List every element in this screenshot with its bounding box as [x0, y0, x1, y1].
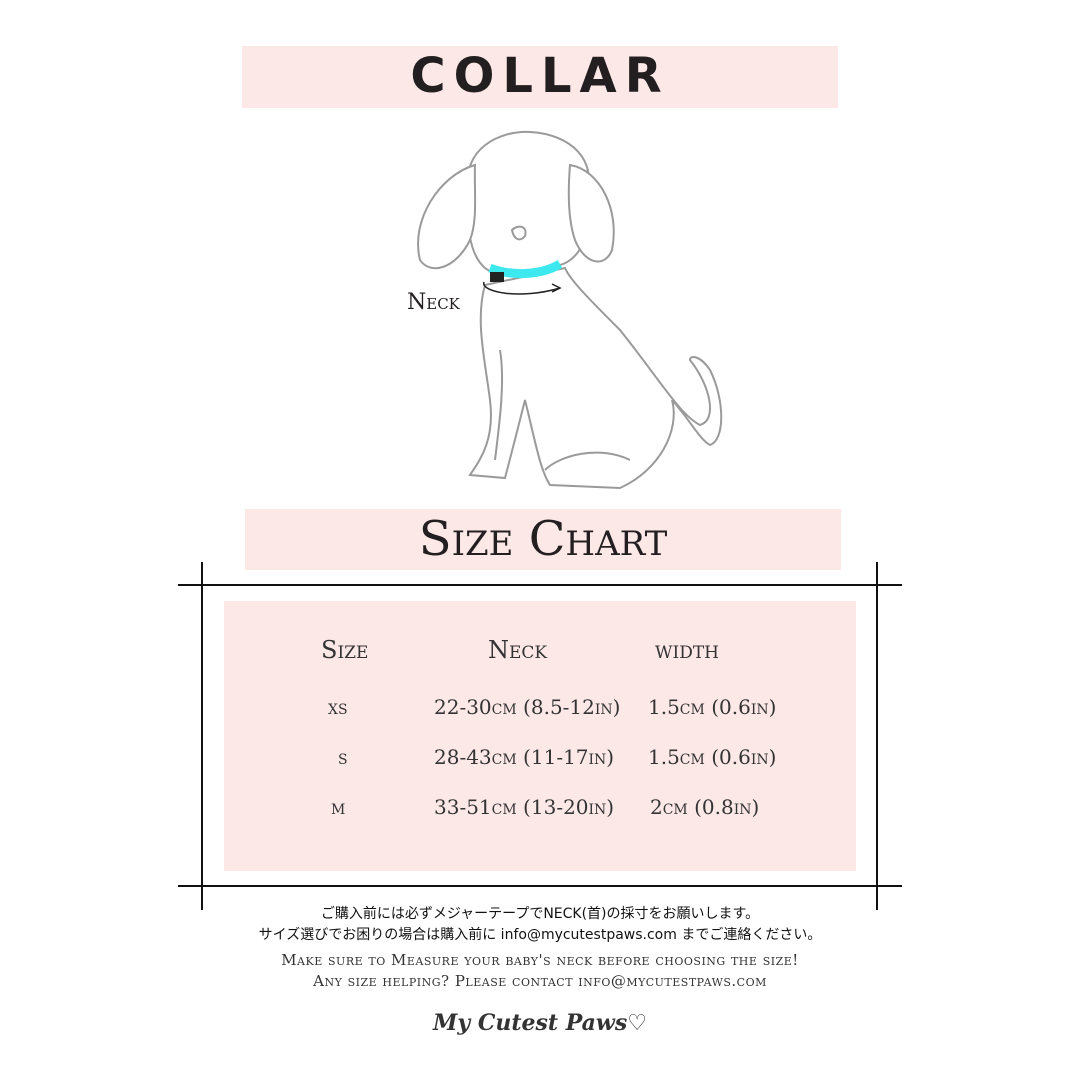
- page-title: COLLAR: [410, 48, 670, 104]
- row-s-size: s: [338, 745, 348, 769]
- frame-right-line: [876, 562, 878, 910]
- row-s-width: 1.5cm (0.6in): [648, 745, 777, 769]
- jp-note-1: ご購入前には必ずメジャーテープでNECK(首)の採寸をお願いします。: [320, 906, 760, 922]
- row-xs-neck: 22-30cm (8.5-12in): [434, 695, 621, 719]
- dog-illustration: [417, 130, 723, 490]
- en-note-2: Any size helping? Please contact info@my…: [313, 972, 767, 990]
- row-m-size: m: [331, 795, 346, 819]
- title-band: [242, 46, 838, 108]
- en-note-1: Make sure to Measure your baby's neck be…: [281, 951, 799, 969]
- row-xs-size: xs: [328, 695, 348, 719]
- row-m-neck: 33-51cm (13-20in): [434, 795, 615, 819]
- row-m-width: 2cm (0.8in): [650, 795, 760, 819]
- row-s-neck: 28-43cm (11-17in): [434, 745, 615, 769]
- brand-logo: My Cutest Paws♡: [433, 1010, 647, 1036]
- size-table: [224, 601, 856, 871]
- row-xs-width: 1.5cm (0.6in): [648, 695, 777, 719]
- size-chart-band: [245, 509, 841, 570]
- header-neck: Neck: [488, 636, 548, 664]
- size-chart-title: Size Chart: [418, 511, 668, 567]
- jp-note-2: サイズ選びでお困りの場合は購入前に info@mycutestpaws.com …: [258, 927, 822, 943]
- frame-bottom-line: [178, 885, 902, 887]
- header-size: Size: [321, 636, 369, 664]
- neck-label: Neck: [407, 290, 460, 315]
- frame-top-line: [178, 584, 902, 586]
- frame-left-line: [201, 562, 203, 910]
- header-width: width: [655, 636, 719, 664]
